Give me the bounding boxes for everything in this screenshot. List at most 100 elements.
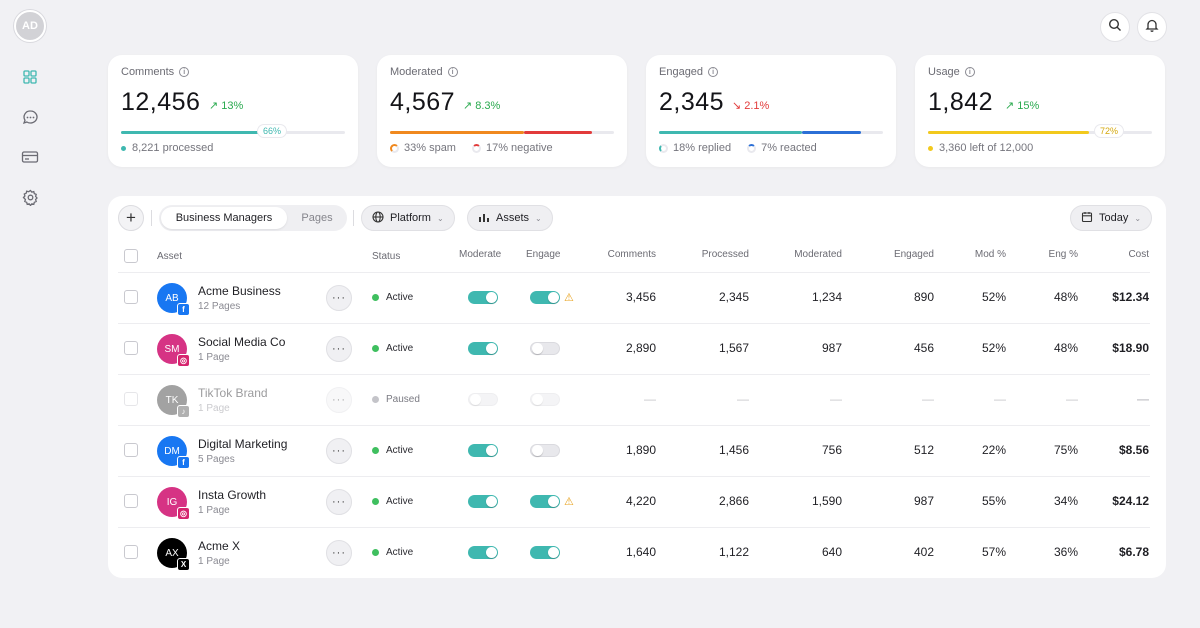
row-checkbox[interactable] <box>124 545 138 559</box>
row-checkbox[interactable] <box>124 290 138 304</box>
col-mod-pct[interactable]: Mod % <box>974 249 1006 260</box>
info-icon[interactable]: i <box>447 67 458 77</box>
replied-ring-icon <box>659 143 668 153</box>
info-icon[interactable]: i <box>179 67 190 77</box>
tab-pages[interactable]: Pages <box>301 212 333 224</box>
segment-bar <box>390 131 614 134</box>
col-processed[interactable]: Processed <box>701 249 749 260</box>
engage-toggle[interactable] <box>530 393 560 406</box>
cell-comments: — <box>644 392 656 406</box>
row-more-button[interactable]: ··· <box>326 438 352 464</box>
card-icon[interactable] <box>18 145 42 169</box>
cell-processed: 2,866 <box>718 494 749 508</box>
row-more-button[interactable]: ··· <box>326 285 352 311</box>
cell-comments: 4,220 <box>625 494 656 508</box>
assets-filter[interactable]: Assets ⌄ <box>467 205 553 231</box>
user-avatar[interactable]: AD <box>14 10 46 42</box>
row-checkbox[interactable] <box>124 443 138 457</box>
table-row[interactable]: IG ◎ Insta Growth 1 Page ··· Active ⚠ 4,2… <box>108 476 1166 527</box>
row-more-button[interactable]: ··· <box>326 489 352 515</box>
select-all-checkbox[interactable] <box>124 249 138 263</box>
asset-pages: 1 Page <box>198 505 230 516</box>
row-checkbox[interactable] <box>124 341 138 355</box>
cell-cost: — <box>1137 392 1149 406</box>
chevron-down-icon: ⌄ <box>436 213 444 223</box>
engage-toggle[interactable] <box>530 495 560 508</box>
cell-processed: 1,456 <box>718 443 749 457</box>
row-checkbox[interactable] <box>124 494 138 508</box>
row-more-button[interactable]: ··· <box>326 336 352 362</box>
stat-title: Engaged <box>659 66 704 78</box>
asset-name[interactable]: Acme Business <box>198 284 281 298</box>
facebook-icon: f <box>177 303 190 316</box>
stat-card-engaged: Engaged i 2,345 ↘ 2.1% 18% replied 7% reac… <box>646 55 896 167</box>
col-cost[interactable]: Cost <box>1128 249 1149 260</box>
info-icon[interactable]: i <box>708 67 719 77</box>
cell-mod-pct: 55% <box>981 494 1006 508</box>
dashboard-icon[interactable] <box>18 65 42 89</box>
asset-name[interactable]: Acme X <box>198 539 241 553</box>
platform-filter[interactable]: Platform ⌄ <box>361 205 455 231</box>
table-row[interactable]: DM f Digital Marketing 5 Pages ··· Activ… <box>108 425 1166 476</box>
info-icon[interactable]: i <box>964 67 975 77</box>
cell-cost: $12.34 <box>1112 290 1149 304</box>
col-engage[interactable]: Engage <box>526 249 561 260</box>
table-row[interactable]: TK ♪ TikTok Brand 1 Page ··· Paused — — — —… <box>108 374 1166 425</box>
status-badge: Active <box>372 343 413 354</box>
table-row[interactable]: AX X Acme X 1 Page ··· Active 1,640 1,122… <box>108 527 1166 578</box>
asset-avatar: TK ♪ <box>157 385 190 418</box>
warning-icon[interactable]: ⚠ <box>564 496 574 508</box>
engage-toggle[interactable] <box>530 342 560 355</box>
moderate-toggle[interactable] <box>468 393 498 406</box>
cell-comments: 3,456 <box>625 290 656 304</box>
moderate-toggle[interactable] <box>468 342 498 355</box>
search-button[interactable] <box>1100 12 1130 42</box>
stat-footer: 18% replied 7% reacted <box>659 142 827 154</box>
notifications-button[interactable] <box>1137 12 1167 42</box>
cell-processed: — <box>737 392 749 406</box>
moderate-toggle[interactable] <box>468 546 498 559</box>
engage-toggle[interactable] <box>530 444 560 457</box>
asset-name[interactable]: TikTok Brand <box>198 386 268 400</box>
asset-name[interactable]: Digital Marketing <box>198 437 288 451</box>
moderate-toggle[interactable] <box>468 495 498 508</box>
stat-card-comments: Comments i 12,456 ↗ 13% 66% 8,221 processe… <box>108 55 358 167</box>
engage-toggle[interactable] <box>530 546 560 559</box>
engage-toggle[interactable] <box>530 291 560 304</box>
cell-processed: 1,567 <box>718 341 749 355</box>
cell-cost: $18.90 <box>1112 341 1149 355</box>
sidebar: AD <box>0 0 60 628</box>
col-eng-pct[interactable]: Eng % <box>1048 249 1078 260</box>
view-tabs: Business Managers Pages <box>159 205 347 231</box>
col-comments[interactable]: Comments <box>607 249 656 260</box>
globe-icon <box>372 210 384 226</box>
date-filter[interactable]: Today ⌄ <box>1070 205 1153 231</box>
cell-moderated: — <box>830 392 842 406</box>
moderate-toggle[interactable] <box>468 291 498 304</box>
more-icon: ··· <box>332 343 346 355</box>
col-engaged[interactable]: Engaged <box>893 249 934 260</box>
asset-name[interactable]: Insta Growth <box>198 488 267 502</box>
cell-mod-pct: — <box>994 392 1006 406</box>
status-badge: Active <box>372 496 413 507</box>
col-asset[interactable]: Asset <box>157 251 183 262</box>
tab-business-managers[interactable]: Business Managers <box>161 207 287 229</box>
table-row[interactable]: SM ◎ Social Media Co 1 Page ··· Active 2… <box>108 323 1166 374</box>
moderate-toggle[interactable] <box>468 444 498 457</box>
instagram-icon: ◎ <box>177 507 190 520</box>
x-icon: X <box>177 558 190 571</box>
table-row[interactable]: AB f Acme Business 12 Pages ··· Active ⚠… <box>108 272 1166 323</box>
col-moderate[interactable]: Moderate <box>459 249 502 260</box>
add-button[interactable]: + <box>118 205 144 231</box>
row-more-button[interactable]: ··· <box>326 540 352 566</box>
col-status[interactable]: Status <box>372 251 401 262</box>
asset-name[interactable]: Social Media Co <box>198 335 286 349</box>
row-more-button[interactable]: ··· <box>326 387 352 413</box>
col-moderated[interactable]: Moderated <box>794 249 842 260</box>
chat-icon[interactable] <box>18 105 42 129</box>
settings-icon[interactable] <box>18 185 42 209</box>
row-checkbox[interactable] <box>124 392 138 406</box>
cell-cost: $24.12 <box>1112 494 1149 508</box>
chevron-down-icon: ⌄ <box>535 213 542 223</box>
warning-icon[interactable]: ⚠ <box>564 292 574 304</box>
